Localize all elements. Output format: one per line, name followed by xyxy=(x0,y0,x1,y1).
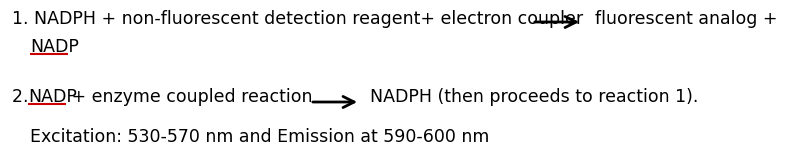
Text: fluorescent analog +: fluorescent analog + xyxy=(595,10,778,28)
Text: 2.: 2. xyxy=(12,88,34,106)
Text: Excitation: 530-570 nm and Emission at 590-600 nm: Excitation: 530-570 nm and Emission at 5… xyxy=(30,128,490,146)
Text: 1. NADPH + non-fluorescent detection reagent+ electron coupler: 1. NADPH + non-fluorescent detection rea… xyxy=(12,10,583,28)
Text: NADPH (then proceeds to reaction 1).: NADPH (then proceeds to reaction 1). xyxy=(370,88,698,106)
Text: NADP: NADP xyxy=(30,38,79,56)
Text: NADP: NADP xyxy=(28,88,77,106)
Text: + enzyme coupled reaction: + enzyme coupled reaction xyxy=(66,88,313,106)
